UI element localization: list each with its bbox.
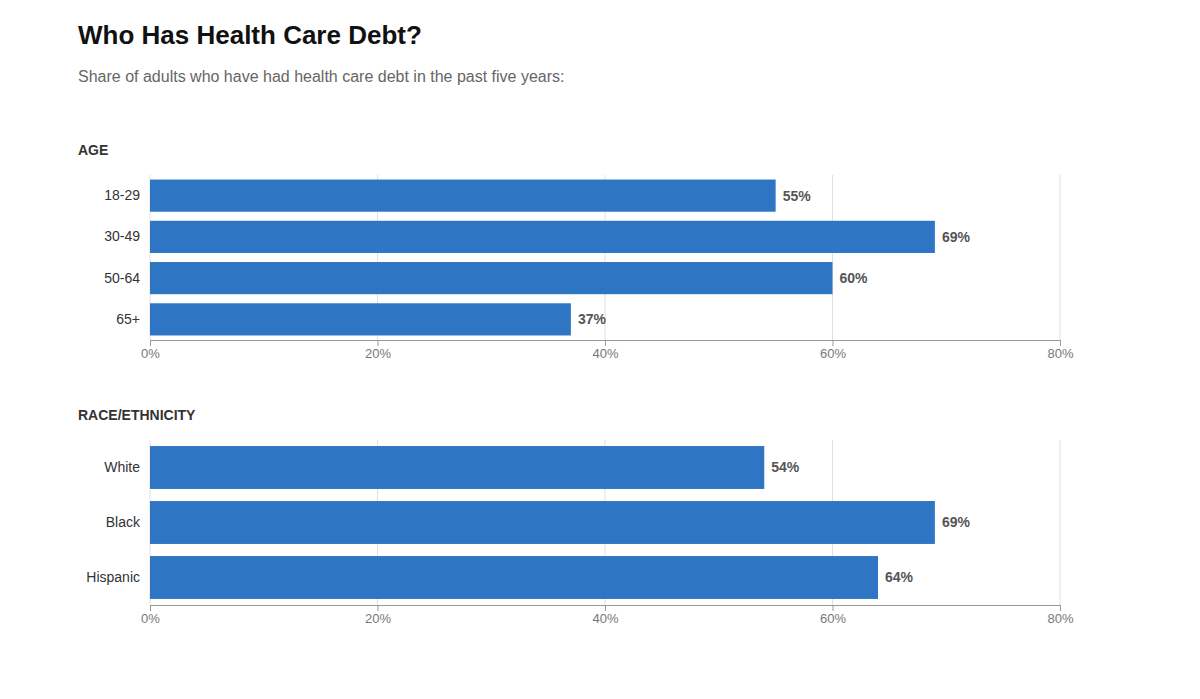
x-tick-label: 40% xyxy=(592,611,618,626)
y-tick: 30-49 xyxy=(104,228,140,244)
y-tick: Black xyxy=(106,514,141,530)
panel: 0% 20% 40% 60% 80% 18-29 30-49 50-64 65+ 55% 69% 60… xyxy=(104,175,1074,361)
group-label: AGE xyxy=(78,142,108,158)
x-tick-label: 20% xyxy=(365,346,391,361)
bars xyxy=(150,180,935,336)
x-tick: 80% xyxy=(1047,340,1073,361)
value-label: 69% xyxy=(942,229,971,245)
y-axis: 18-29 30-49 50-64 65+ xyxy=(104,187,140,327)
value-label: 54% xyxy=(771,459,800,475)
x-tick: 0% xyxy=(141,340,160,361)
bar xyxy=(150,180,776,212)
grid-line xyxy=(1060,440,1061,605)
value-label: 37% xyxy=(578,311,607,327)
x-tick-label: 60% xyxy=(820,346,846,361)
x-tick-mark xyxy=(833,605,834,611)
value-label: 55% xyxy=(783,188,812,204)
x-tick-label: 80% xyxy=(1047,346,1073,361)
x-tick-label: 0% xyxy=(141,611,160,626)
x-axis-line xyxy=(151,606,1061,612)
y-tick-label: Hispanic xyxy=(86,569,140,585)
panel: 0% 20% 40% 60% 80% White Black Hispanic 54% 69% 64… xyxy=(86,440,1074,626)
y-tick: 50-64 xyxy=(104,270,140,286)
x-tick: 40% xyxy=(592,340,618,361)
title: Who Has Health Care Debt? xyxy=(78,20,422,50)
value-label: 69% xyxy=(942,514,971,530)
y-tick: Hispanic xyxy=(86,569,140,585)
bar xyxy=(150,556,878,599)
x-tick-label: 80% xyxy=(1047,611,1073,626)
x-tick-mark xyxy=(378,340,379,346)
x-tick: 60% xyxy=(820,605,846,626)
value-label: 60% xyxy=(840,270,869,286)
grid-line xyxy=(1060,175,1061,340)
x-tick: 40% xyxy=(592,605,618,626)
value-labels: 55% 69% 60% 37% xyxy=(578,188,971,328)
bar xyxy=(150,262,833,294)
x-tick-label: 20% xyxy=(365,611,391,626)
value-label: 64% xyxy=(885,569,914,585)
bar xyxy=(150,303,571,335)
chart: Who Has Health Care Debt? Share of adults… xyxy=(0,0,1200,699)
group-label: RACE/ETHNICITY xyxy=(78,407,196,423)
x-tick-label: 40% xyxy=(592,346,618,361)
y-axis: White Black Hispanic xyxy=(86,459,141,585)
x-tick-mark xyxy=(833,340,834,346)
bar xyxy=(150,501,935,544)
x-axis: 0% 20% 40% 60% 80% xyxy=(141,340,1074,361)
value-labels: 54% 69% 64% xyxy=(771,459,970,585)
y-tick-label: Black xyxy=(106,514,141,530)
subtitle: Share of adults who have had health care… xyxy=(78,68,565,85)
y-tick-label: 18-29 xyxy=(104,187,140,203)
x-tick-mark xyxy=(1060,605,1061,611)
x-tick-mark xyxy=(378,605,379,611)
x-tick-label: 0% xyxy=(141,346,160,361)
grid xyxy=(150,440,1060,605)
y-tick-label: White xyxy=(104,459,140,475)
bar xyxy=(150,446,764,489)
x-axis-line xyxy=(151,341,1061,347)
x-tick: 60% xyxy=(820,340,846,361)
y-tick-label: 50-64 xyxy=(104,270,140,286)
x-axis: 0% 20% 40% 60% 80% xyxy=(141,605,1074,626)
y-tick: 18-29 xyxy=(104,187,140,203)
x-tick-label: 60% xyxy=(820,611,846,626)
x-tick-mark xyxy=(1060,340,1061,346)
grid xyxy=(150,175,1060,340)
x-tick: 20% xyxy=(365,605,391,626)
y-tick: 65+ xyxy=(116,311,140,327)
x-tick-mark xyxy=(605,605,606,611)
x-tick: 0% xyxy=(141,605,160,626)
grid-line xyxy=(832,175,833,340)
x-tick: 80% xyxy=(1047,605,1073,626)
x-tick-mark xyxy=(150,340,151,346)
bar xyxy=(150,221,935,253)
x-tick-mark xyxy=(605,340,606,346)
y-tick: White xyxy=(104,459,140,475)
x-tick-mark xyxy=(150,605,151,611)
y-tick-label: 65+ xyxy=(116,311,140,327)
x-tick: 20% xyxy=(365,340,391,361)
y-tick-label: 30-49 xyxy=(104,228,140,244)
bars xyxy=(150,446,935,599)
